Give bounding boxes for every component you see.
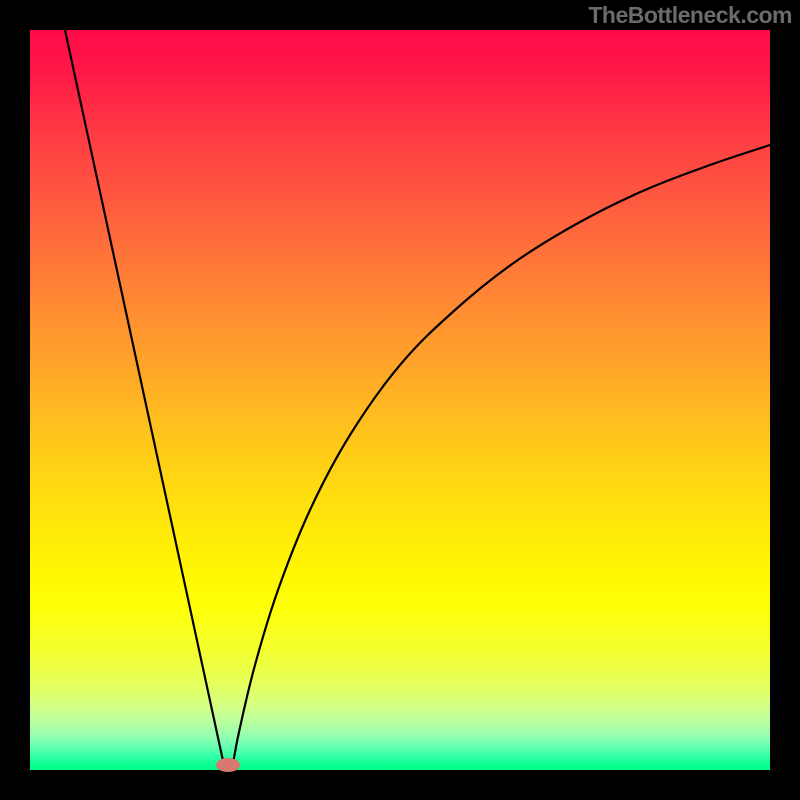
curve-left-branch: [65, 30, 225, 770]
chart-outer-frame: TheBottleneck.com: [0, 0, 800, 800]
curve-right-branch: [232, 145, 770, 770]
optimal-point-marker: [216, 758, 240, 772]
bottleneck-curve: [30, 30, 770, 770]
watermark-text: TheBottleneck.com: [588, 2, 792, 29]
plot-area: [30, 30, 770, 770]
